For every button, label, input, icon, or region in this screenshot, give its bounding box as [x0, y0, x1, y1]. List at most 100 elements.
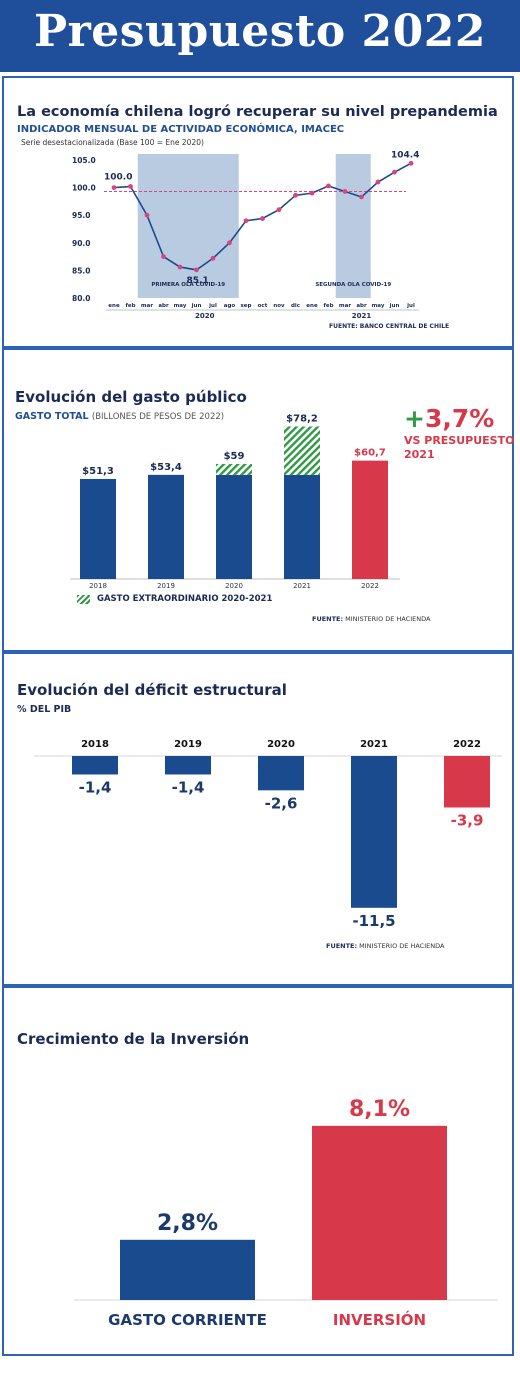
gasto-value-label: $59	[224, 451, 245, 462]
deficit-category-label: 2020	[267, 739, 295, 750]
deficit-title: Evolución del déficit estructural	[17, 681, 287, 699]
gasto-bar	[148, 474, 184, 579]
x-tick-label: dic	[291, 303, 300, 309]
data-point	[161, 254, 166, 259]
data-point	[293, 192, 298, 198]
deficit-value-label: -2,6	[265, 794, 298, 812]
x-tick-label: jul	[406, 303, 415, 309]
gasto-bar-chart: $51,3 2018 $53,4 2019 $59 2020 $78,2 2021 $60,7 2…	[70, 414, 400, 590]
inversion-category-label: GASTO CORRIENTE	[108, 1311, 267, 1329]
data-point	[326, 183, 331, 189]
inversion-value-label: 8,1%	[349, 1097, 410, 1122]
imacec-subtitle: INDICADOR MENSUAL DE ACTIVIDAD ECONÓMICA…	[17, 124, 345, 135]
deficit-category-label: 2019	[174, 739, 202, 750]
shaded-period-1	[335, 154, 371, 298]
gasto-category-label: 2022	[361, 582, 379, 590]
imacec-source: FUENTE: BANCO CENTRAL DE CHILE	[329, 323, 450, 330]
data-point	[342, 189, 348, 194]
deficit-source-value: MINISTERIO DE HACIENDA	[359, 942, 445, 950]
data-point	[177, 264, 183, 270]
gasto-subtitle-unit: (BILLONES DE PESOS DE 2022)	[91, 412, 225, 422]
deficit-value-label: -11,5	[352, 912, 395, 930]
gasto-bar	[352, 460, 388, 579]
gasto-value-label: $53,4	[150, 462, 182, 473]
gasto-panel: Evolución del gasto público GASTO TOTAL …	[2, 348, 514, 652]
data-point	[375, 179, 381, 185]
data-point	[128, 184, 133, 189]
inversion-bar-chart: 2,8% GASTO CORRIENTE 8,1% INVERSIÓN	[74, 1097, 498, 1329]
shaded-period-label: SEGUNDA OLA COVID-19	[315, 282, 391, 288]
gasto-subtitle-main: GASTO TOTAL	[15, 411, 89, 422]
imacec-line-chart: PRIMERA OLA COVID-19 SEGUNDA OLA COVID-19…	[72, 150, 419, 320]
deficit-bar	[165, 756, 211, 775]
year-label-2021: 2021	[352, 312, 372, 320]
deficit-bar	[258, 756, 304, 791]
x-tick-label: jun	[389, 303, 400, 309]
gasto-subtitle: GASTO TOTAL (BILLONES DE PESOS DE 2022)	[15, 411, 224, 422]
data-point	[276, 207, 282, 213]
gasto-value-label: $51,3	[82, 466, 114, 477]
shaded-period-0	[137, 154, 239, 298]
gasto-highlight-line1: VS PRESUPUESTO	[404, 434, 515, 447]
x-tick-label: oct	[258, 303, 268, 309]
x-tick-label: abr	[356, 303, 367, 309]
x-tick-label: may	[372, 303, 385, 309]
y-tick-label: 95.0	[72, 211, 91, 220]
y-tick-label: 90.0	[72, 239, 91, 248]
deficit-value-label: -1,4	[172, 778, 205, 796]
inversion-category-label: INVERSIÓN	[333, 1310, 426, 1329]
gasto-category-label: 2018	[89, 582, 107, 590]
gasto-highlight-value: +3,7%	[404, 404, 495, 433]
inversion-bar	[312, 1125, 447, 1300]
data-point	[210, 255, 216, 261]
x-tick-label: sep	[241, 303, 252, 309]
y-tick-label: 80.0	[72, 294, 91, 303]
gasto-source: FUENTE: MINISTERIO DE HACIENDA	[312, 615, 430, 623]
inversion-bar	[120, 1239, 255, 1300]
deficit-bar-chart: 2018 -1,4 2019 -1,4 2020 -2,6 2021 -11,5 2022 -3,…	[34, 739, 502, 930]
year-label-2020: 2020	[195, 312, 215, 320]
gasto-category-label: 2019	[157, 582, 175, 590]
deficit-category-label: 2018	[81, 739, 109, 750]
deficit-bar	[72, 756, 118, 775]
value-label-min: 85.1	[187, 276, 209, 286]
deficit-value-label: -1,4	[79, 778, 112, 796]
x-tick-label: ene	[306, 303, 318, 309]
inversion-title: Crecimiento de la Inversión	[17, 1030, 250, 1048]
data-point	[144, 212, 150, 218]
gasto-title: Evolución del gasto público	[15, 388, 247, 406]
data-point	[111, 185, 117, 190]
gasto-extraordinario-bar	[216, 463, 252, 475]
x-tick-label: nov	[273, 303, 285, 309]
data-point	[309, 190, 315, 196]
y-tick-label: 105.0	[72, 156, 96, 165]
imacec-panel: La economía chilena logró recuperar su n…	[2, 76, 514, 348]
data-point	[227, 240, 232, 246]
x-tick-label: jul	[208, 303, 217, 309]
x-tick-label: jun	[191, 303, 202, 309]
gasto-source-value: MINISTERIO DE HACIENDA	[345, 615, 431, 623]
data-point	[392, 169, 397, 175]
inversion-panel: Crecimiento de la Inversión 2,8% GASTO CO…	[2, 986, 514, 1356]
deficit-value-label: -3,9	[451, 811, 484, 829]
deficit-bar	[351, 756, 397, 908]
gasto-source-label: FUENTE:	[312, 615, 344, 623]
legend-swatch-extraordinario	[77, 595, 90, 604]
gasto-category-label: 2020	[225, 582, 243, 590]
y-tick-label: 100.0	[72, 184, 96, 193]
deficit-source-label: FUENTE:	[326, 942, 358, 950]
page-title: Presupuesto 2022	[34, 6, 486, 57]
gasto-bar	[80, 478, 116, 579]
gasto-value-label: $60,7	[354, 448, 386, 459]
data-point	[408, 160, 414, 166]
x-tick-label: mar	[141, 303, 153, 309]
data-point	[243, 218, 249, 224]
deficit-category-label: 2021	[360, 739, 388, 750]
gasto-legend: GASTO EXTRAORDINARIO 2020-2021	[97, 594, 273, 604]
x-tick-label: feb	[323, 303, 333, 309]
x-tick-label: mar	[339, 303, 351, 309]
shaded-period-label: PRIMERA OLA COVID-19	[151, 282, 225, 288]
deficit-subtitle: % DEL PIB	[17, 704, 72, 715]
deficit-bar	[444, 756, 490, 808]
